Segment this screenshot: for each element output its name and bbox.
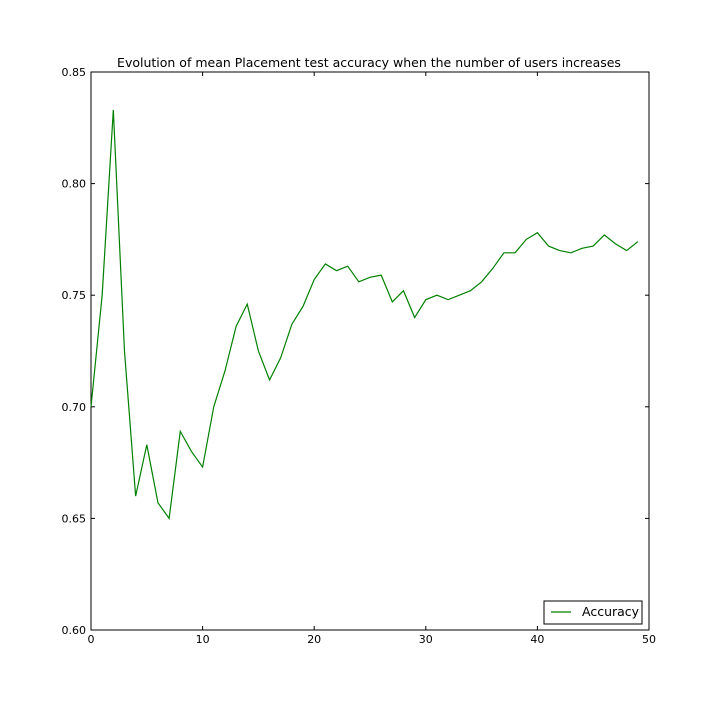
y-tick-label: 0.60 [62,624,87,637]
x-tick-label: 40 [530,633,544,646]
x-tick-label: 30 [419,633,433,646]
y-tick-label: 0.75 [62,289,87,302]
legend: Accuracy [543,600,643,625]
plot-area [90,71,650,631]
axis-ticks [90,71,650,631]
y-tick-label: 0.65 [62,512,87,525]
y-tick-label: 0.85 [62,66,87,79]
x-tick-label: 0 [88,633,95,646]
axis-tick-labels: 0 10 20 30 40 50 0.60 0.65 0.70 0.75 0.80 0.85 [62,66,657,646]
y-tick-label: 0.80 [62,178,87,191]
legend-box [543,600,643,625]
chart-title: Evolution of mean Placement test accurac… [117,55,621,70]
x-tick-label: 10 [196,633,210,646]
y-tick-label: 0.70 [62,401,87,414]
x-tick-label: 20 [307,633,321,646]
series-layer [90,109,639,520]
legend-label-accuracy: Accuracy [582,604,640,619]
series-line-accuracy [90,109,639,520]
x-tick-label: 50 [642,633,656,646]
